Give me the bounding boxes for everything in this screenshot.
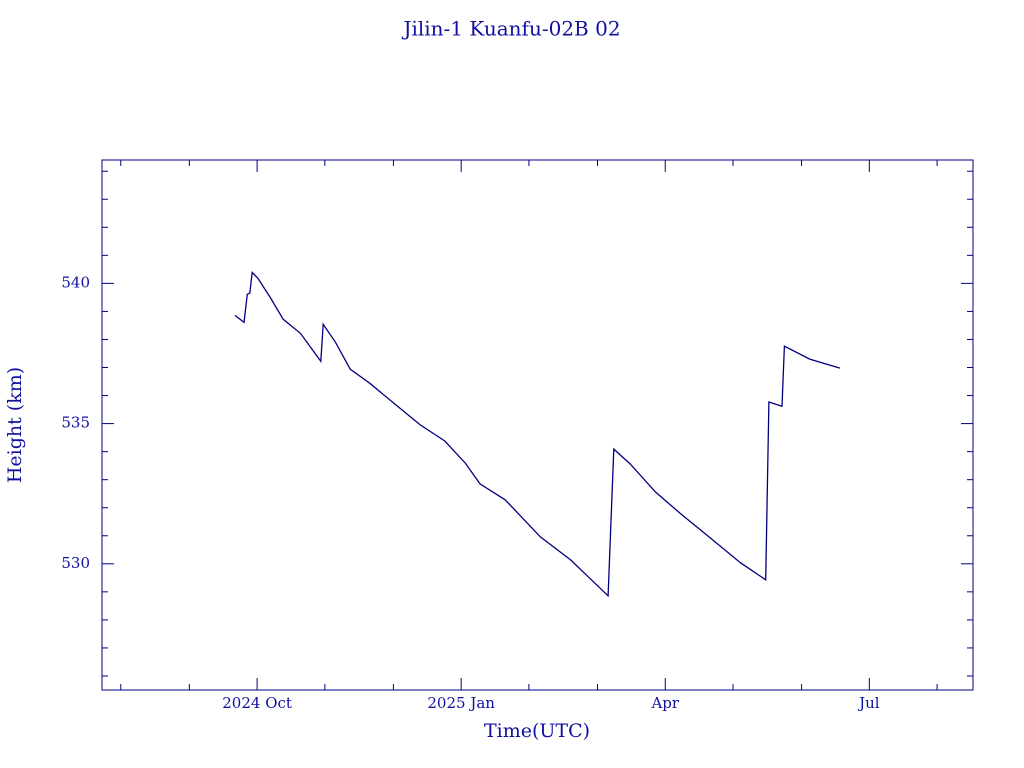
y-tick-label: 530 xyxy=(61,554,90,572)
y-axis-label: Height (km) xyxy=(4,367,26,483)
y-tick-label: 535 xyxy=(61,414,90,432)
y-tick-label: 540 xyxy=(61,273,90,291)
x-tick-label: 2024 Oct xyxy=(222,694,292,712)
x-tick-label: Jul xyxy=(857,694,880,712)
height-line xyxy=(234,270,841,598)
x-axis-label: Time(UTC) xyxy=(484,720,590,742)
plot-frame xyxy=(101,159,974,691)
x-tick-label: Apr xyxy=(650,694,679,712)
x-tick-label: 2025 Jan xyxy=(427,694,495,712)
chart-title: Jilin-1 Kuanfu-02B 02 xyxy=(401,17,620,41)
